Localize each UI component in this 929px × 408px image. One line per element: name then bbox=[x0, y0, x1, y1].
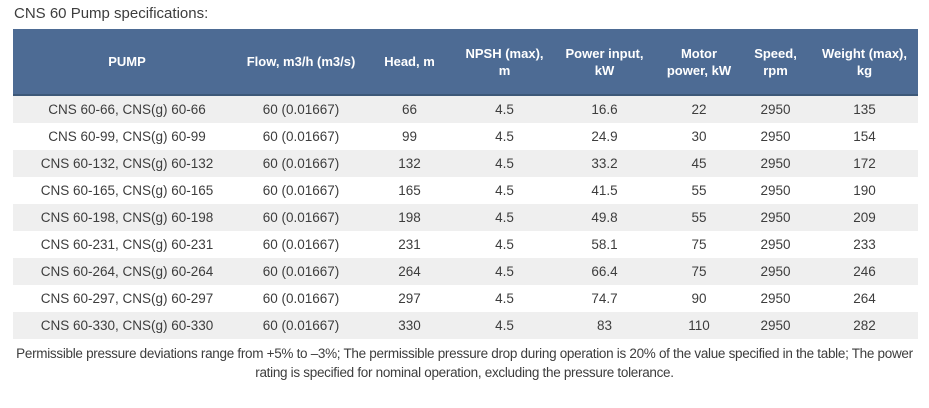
table-cell: 231 bbox=[361, 231, 458, 258]
table-cell: 282 bbox=[811, 312, 918, 339]
table-cell: 209 bbox=[811, 204, 918, 231]
table-cell: CNS 60-264, CNS(g) 60-264 bbox=[13, 258, 241, 285]
table-cell: 264 bbox=[811, 285, 918, 312]
column-header-speed: Speed, rpm bbox=[740, 29, 811, 96]
table-cell: 60 (0.01667) bbox=[241, 95, 361, 123]
table-cell: 330 bbox=[361, 312, 458, 339]
table-cell: 60 (0.01667) bbox=[241, 312, 361, 339]
table-cell: 4.5 bbox=[458, 123, 551, 150]
table-cell: 172 bbox=[811, 150, 918, 177]
table-cell: 297 bbox=[361, 285, 458, 312]
table-cell: 2950 bbox=[740, 95, 811, 123]
pump-spec-table: PUMP Flow, m3/h (m3/s) Head, m NPSH (max… bbox=[13, 29, 918, 339]
table-cell: 4.5 bbox=[458, 258, 551, 285]
table-cell: 24.9 bbox=[551, 123, 658, 150]
table-row: CNS 60-297, CNS(g) 60-297 60 (0.01667) 297… bbox=[13, 285, 918, 312]
table-cell: 55 bbox=[658, 204, 740, 231]
table-cell: 60 (0.01667) bbox=[241, 258, 361, 285]
table-cell: 132 bbox=[361, 150, 458, 177]
table-cell: 60 (0.01667) bbox=[241, 204, 361, 231]
table-cell: CNS 60-165, CNS(g) 60-165 bbox=[13, 177, 241, 204]
table-cell: 60 (0.01667) bbox=[241, 123, 361, 150]
table-cell: 4.5 bbox=[458, 177, 551, 204]
table-cell: 66.4 bbox=[551, 258, 658, 285]
column-header-pump: PUMP bbox=[13, 29, 241, 96]
table-cell: 2950 bbox=[740, 123, 811, 150]
table-cell: 190 bbox=[811, 177, 918, 204]
page-title: CNS 60 Pump specifications: bbox=[14, 5, 209, 22]
table-cell: 60 (0.01667) bbox=[241, 231, 361, 258]
table-row: CNS 60-132, CNS(g) 60-132 60 (0.01667) 132… bbox=[13, 150, 918, 177]
table-cell: 90 bbox=[658, 285, 740, 312]
table-cell: 74.7 bbox=[551, 285, 658, 312]
table-cell: 41.5 bbox=[551, 177, 658, 204]
table-cell: 4.5 bbox=[458, 204, 551, 231]
table-cell: 233 bbox=[811, 231, 918, 258]
table-cell: 75 bbox=[658, 231, 740, 258]
table-row: CNS 60-66, CNS(g) 60-66 60 (0.01667) 66 4.5… bbox=[13, 95, 918, 123]
table-cell: 4.5 bbox=[458, 150, 551, 177]
table-cell: 45 bbox=[658, 150, 740, 177]
table-cell: 110 bbox=[658, 312, 740, 339]
table-cell: 58.1 bbox=[551, 231, 658, 258]
table-cell: 4.5 bbox=[458, 312, 551, 339]
table-cell: CNS 60-330, CNS(g) 60-330 bbox=[13, 312, 241, 339]
table-cell: CNS 60-99, CNS(g) 60-99 bbox=[13, 123, 241, 150]
table-row: CNS 60-99, CNS(g) 60-99 60 (0.01667) 99 4.5… bbox=[13, 123, 918, 150]
table-row: CNS 60-330, CNS(g) 60-330 60 (0.01667) 330… bbox=[13, 312, 918, 339]
table-cell: 75 bbox=[658, 258, 740, 285]
table-header: PUMP Flow, m3/h (m3/s) Head, m NPSH (max… bbox=[13, 29, 918, 96]
column-header-npsh: NPSH (max), m bbox=[458, 29, 551, 96]
table-cell: 198 bbox=[361, 204, 458, 231]
table-cell: 2950 bbox=[740, 231, 811, 258]
table-cell: 83 bbox=[551, 312, 658, 339]
table-cell: CNS 60-132, CNS(g) 60-132 bbox=[13, 150, 241, 177]
table-cell: 2950 bbox=[740, 285, 811, 312]
table-cell: 2950 bbox=[740, 312, 811, 339]
table-cell: 2950 bbox=[740, 177, 811, 204]
table-cell: CNS 60-297, CNS(g) 60-297 bbox=[13, 285, 241, 312]
column-header-motor-power: Motor power, kW bbox=[658, 29, 740, 96]
table-cell: CNS 60-66, CNS(g) 60-66 bbox=[13, 95, 241, 123]
table-body: CNS 60-66, CNS(g) 60-66 60 (0.01667) 66 4.5… bbox=[13, 95, 918, 339]
column-header-weight: Weight (max), kg bbox=[811, 29, 918, 96]
footnote: Permissible pressure deviations range fr… bbox=[16, 346, 913, 380]
column-header-flow: Flow, m3/h (m3/s) bbox=[241, 29, 361, 96]
table-header-row: PUMP Flow, m3/h (m3/s) Head, m NPSH (max… bbox=[13, 29, 918, 96]
table-cell: 2950 bbox=[740, 150, 811, 177]
table-cell: 60 (0.01667) bbox=[241, 177, 361, 204]
column-header-head: Head, m bbox=[361, 29, 458, 96]
table-cell: CNS 60-231, CNS(g) 60-231 bbox=[13, 231, 241, 258]
table-cell: 2950 bbox=[740, 258, 811, 285]
table-row: CNS 60-264, CNS(g) 60-264 60 (0.01667) 264… bbox=[13, 258, 918, 285]
table-cell: 60 (0.01667) bbox=[241, 150, 361, 177]
table-cell: 49.8 bbox=[551, 204, 658, 231]
table-cell: 246 bbox=[811, 258, 918, 285]
table-cell: 2950 bbox=[740, 204, 811, 231]
column-header-power-input: Power input, kW bbox=[551, 29, 658, 96]
table-row: CNS 60-165, CNS(g) 60-165 60 (0.01667) 165… bbox=[13, 177, 918, 204]
table-cell: 16.6 bbox=[551, 95, 658, 123]
table-cell: 4.5 bbox=[458, 95, 551, 123]
table-cell: 264 bbox=[361, 258, 458, 285]
table-cell: 154 bbox=[811, 123, 918, 150]
table-cell: 30 bbox=[658, 123, 740, 150]
table-cell: CNS 60-198, CNS(g) 60-198 bbox=[13, 204, 241, 231]
table-cell: 165 bbox=[361, 177, 458, 204]
table-row: CNS 60-231, CNS(g) 60-231 60 (0.01667) 231… bbox=[13, 231, 918, 258]
table-cell: 60 (0.01667) bbox=[241, 285, 361, 312]
table-cell: 99 bbox=[361, 123, 458, 150]
table-cell: 33.2 bbox=[551, 150, 658, 177]
table-row: CNS 60-198, CNS(g) 60-198 60 (0.01667) 198… bbox=[13, 204, 918, 231]
table-cell: 135 bbox=[811, 95, 918, 123]
table-cell: 55 bbox=[658, 177, 740, 204]
table-cell: 4.5 bbox=[458, 285, 551, 312]
table-cell: 4.5 bbox=[458, 231, 551, 258]
table-cell: 22 bbox=[658, 95, 740, 123]
table-cell: 66 bbox=[361, 95, 458, 123]
